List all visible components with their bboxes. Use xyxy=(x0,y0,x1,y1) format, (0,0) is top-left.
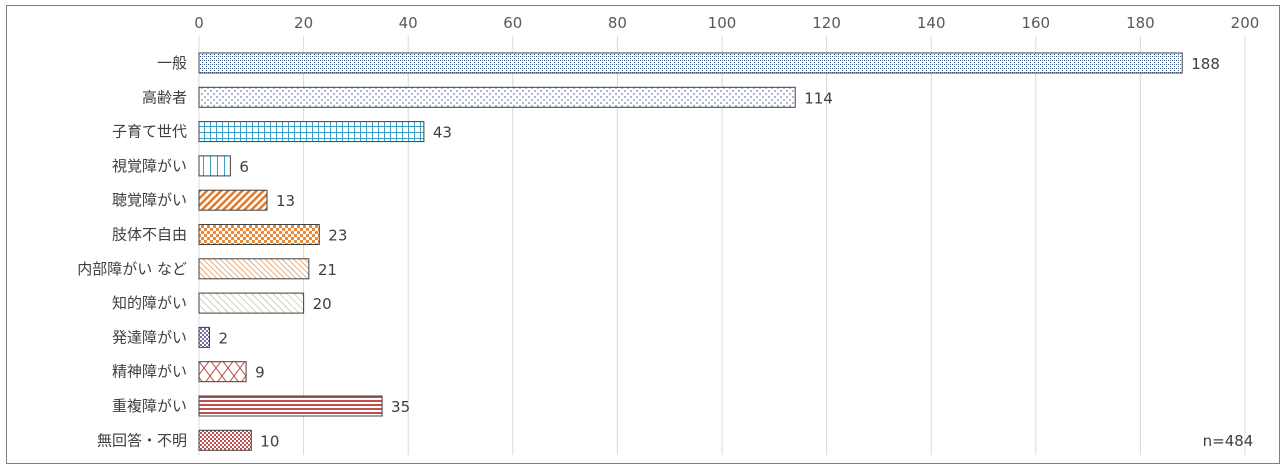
sample-size-note: n=484 xyxy=(1203,432,1254,450)
value-label: 20 xyxy=(313,295,332,313)
bar xyxy=(198,292,305,314)
x-tick-label: 120 xyxy=(812,14,841,32)
bar xyxy=(198,429,252,451)
bar xyxy=(198,395,383,417)
bar xyxy=(198,121,425,143)
x-tick-label: 180 xyxy=(1126,14,1155,32)
bar xyxy=(198,52,1183,74)
x-tick-label: 140 xyxy=(917,14,946,32)
value-label: 6 xyxy=(239,158,249,176)
x-tick-label: 0 xyxy=(194,14,204,32)
category-label: 発達障がい xyxy=(112,328,187,346)
bar xyxy=(198,361,247,383)
category-label: 内部障がい など xyxy=(77,260,187,278)
bar xyxy=(198,224,320,245)
value-label: 2 xyxy=(218,329,228,347)
x-tick-label: 100 xyxy=(708,14,737,32)
bar xyxy=(198,326,210,348)
value-label: 9 xyxy=(255,364,265,382)
value-label: 13 xyxy=(276,192,295,210)
x-tick-label: 160 xyxy=(1021,14,1050,32)
value-label: 35 xyxy=(391,398,410,416)
category-label: 聴覚障がい xyxy=(112,191,187,209)
category-label: 視覚障がい xyxy=(112,157,187,175)
bar xyxy=(198,189,268,211)
category-label: 肢体不自由 xyxy=(112,226,187,244)
value-label: 23 xyxy=(328,227,347,245)
category-label: 重複障がい xyxy=(112,397,187,415)
bar xyxy=(198,86,796,108)
category-label: 精神障がい xyxy=(112,363,187,381)
value-label: 10 xyxy=(260,432,279,450)
value-label: 43 xyxy=(433,124,452,142)
bar xyxy=(198,258,310,280)
x-tick-label: 40 xyxy=(399,14,418,32)
x-tick-label: 20 xyxy=(294,14,313,32)
category-label: 無回答・不明 xyxy=(97,431,187,449)
bar xyxy=(198,155,231,177)
category-label: 高齢者 xyxy=(142,88,187,106)
category-label: 知的障がい xyxy=(112,294,187,312)
value-label: 188 xyxy=(1191,55,1220,73)
x-tick-label: 60 xyxy=(503,14,522,32)
x-tick-label: 200 xyxy=(1231,14,1260,32)
value-label: 114 xyxy=(804,89,833,107)
value-label: 21 xyxy=(318,261,337,279)
category-label: 一般 xyxy=(157,54,187,72)
category-label: 子育て世代 xyxy=(112,123,187,141)
x-tick-label: 80 xyxy=(608,14,627,32)
